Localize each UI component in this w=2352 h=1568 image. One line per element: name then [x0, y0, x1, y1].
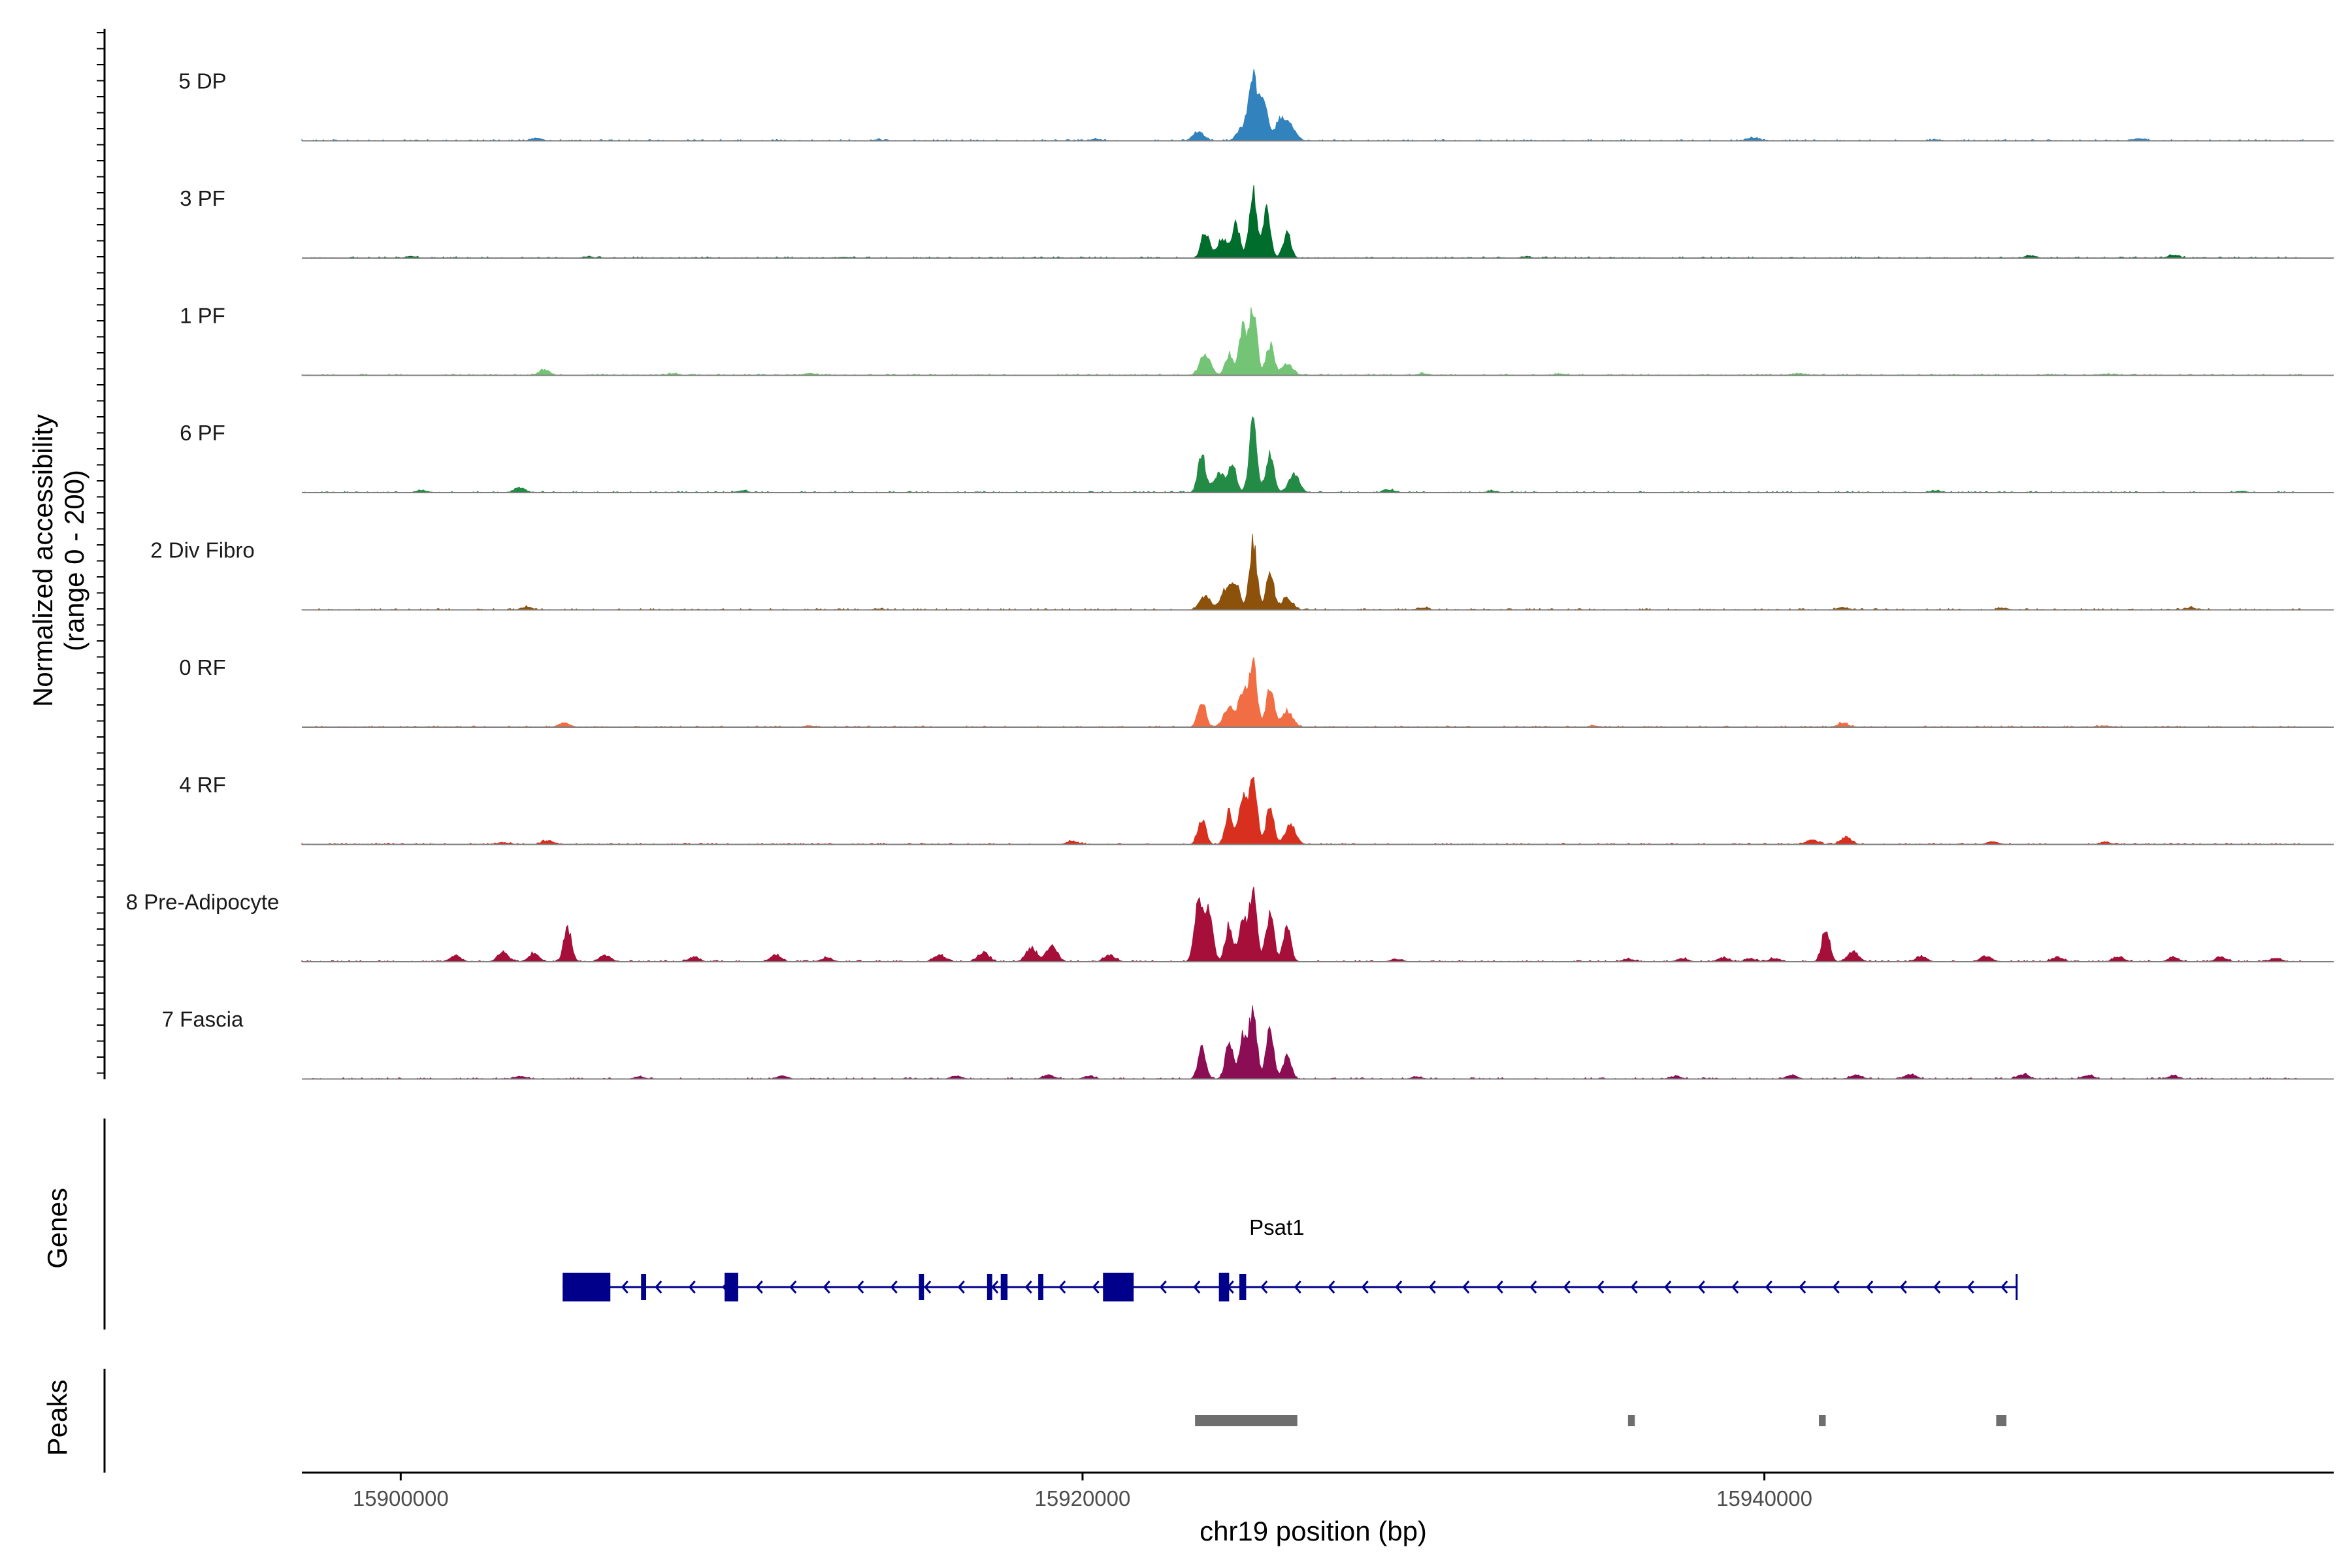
coverage-track: 4 RF [179, 773, 2334, 845]
exon [563, 1273, 611, 1301]
coverage-area [302, 1005, 2303, 1080]
strand-arrow [1563, 1281, 1571, 1294]
strand-arrow [1328, 1281, 1335, 1294]
gene-name: Psat1 [1249, 1215, 1304, 1239]
x-tick-label: 15920000 [1035, 1486, 1131, 1511]
x-tick-label: 15900000 [353, 1486, 449, 1511]
exon [641, 1274, 647, 1300]
exon [1218, 1273, 1230, 1301]
strand-arrow [755, 1281, 763, 1294]
peak-region [1195, 1415, 1298, 1426]
exon [725, 1273, 738, 1301]
exon [1038, 1274, 1043, 1300]
coverage-track: 5 DP [178, 69, 2334, 142]
peak-track [1195, 1415, 2007, 1426]
x-tick-label: 15940000 [1716, 1486, 1812, 1511]
strand-arrow [1967, 1281, 1974, 1294]
gene-model: Psat1 [563, 1215, 2018, 1301]
strand-arrow [1731, 1281, 1739, 1294]
strand-arrow [957, 1281, 965, 1294]
coverage-track: 2 Div Fibro [150, 533, 2334, 611]
strand-arrow [1294, 1281, 1301, 1294]
strand-arrow [924, 1281, 932, 1294]
track-label: 2 Div Fibro [150, 538, 255, 563]
track-label: 5 DP [178, 69, 226, 93]
strand-arrow [655, 1281, 662, 1294]
track-label: 3 PF [180, 186, 225, 210]
peak-region [1819, 1415, 1826, 1426]
coverage-area [301, 69, 2304, 142]
coverage-area [302, 657, 2303, 728]
strand-arrow [1193, 1281, 1201, 1294]
peak-region [1996, 1415, 2007, 1426]
gene-track: Psat1 [563, 1215, 2018, 1301]
exon [919, 1274, 924, 1300]
coverage-track: 8 Pre-Adipocyte [126, 887, 2334, 962]
y-axis-title-range: (range 0 - 200) [59, 470, 90, 651]
exon [987, 1274, 992, 1300]
strand-arrow [2001, 1281, 2008, 1294]
coverage-area [302, 416, 2304, 493]
coverage-track: 7 Fascia [162, 1005, 2334, 1080]
strand-arrow [1597, 1281, 1605, 1294]
strand-arrow [1024, 1281, 1032, 1294]
track-label: 0 RF [179, 655, 226, 679]
strand-arrow [1495, 1281, 1503, 1294]
strand-arrow [1630, 1281, 1638, 1294]
strand-arrow [1866, 1281, 1874, 1294]
exon [1239, 1274, 1247, 1300]
strand-arrow [1058, 1281, 1066, 1294]
strand-arrow [1664, 1281, 1672, 1294]
coverage-track: 3 PF [180, 185, 2334, 259]
strand-arrow [1361, 1281, 1369, 1294]
strand-arrow [1428, 1281, 1436, 1294]
strand-arrow [1462, 1281, 1470, 1294]
exon [1000, 1274, 1008, 1300]
coverage-tracks: 5 DP 3 PF 1 PF 6 PF 2 Div Fibro 0 RF 4 RF 8 Pre… [126, 69, 2334, 1080]
y-axis-title: Normalized accessibility [27, 414, 58, 707]
strand-arrow [1529, 1281, 1537, 1294]
strand-arrow [1395, 1281, 1403, 1294]
strand-arrow [823, 1281, 830, 1294]
strand-arrow [1697, 1281, 1705, 1294]
axes: 15900000 15920000 15940000 [97, 29, 2334, 1511]
coverage-area [301, 307, 2304, 376]
strand-arrow [621, 1281, 629, 1294]
strand-arrow [1799, 1281, 1806, 1294]
strand-arrow [1159, 1281, 1167, 1294]
strand-arrow [1765, 1281, 1772, 1294]
strand-arrow [688, 1281, 696, 1294]
coverage-area [301, 887, 2303, 962]
coverage-area [302, 185, 2303, 259]
track-label: 7 Fascia [162, 1007, 244, 1032]
coverage-area [301, 776, 2304, 845]
track-label: 1 PF [180, 304, 225, 328]
coverage-track: 0 RF [179, 655, 2334, 728]
peaks-axis-title: Peaks [42, 1380, 73, 1456]
track-label: 6 PF [180, 421, 225, 445]
y-axis-title-line1: Normalized accessibility [27, 414, 58, 707]
coverage-track: 6 PF [180, 416, 2334, 493]
exon [1103, 1273, 1134, 1301]
strand-arrow [1260, 1281, 1268, 1294]
strand-arrow [857, 1281, 864, 1294]
genes-axis-title: Genes [42, 1188, 73, 1269]
track-label: 4 RF [179, 773, 226, 797]
peak-region [1627, 1415, 1635, 1426]
strand-arrow [1092, 1281, 1100, 1294]
coverage-area [301, 533, 2303, 611]
strand-arrow [1899, 1281, 1907, 1294]
strand-arrow [890, 1281, 898, 1294]
coverage-track: 1 PF [180, 304, 2334, 376]
strand-arrow [991, 1281, 999, 1294]
strand-arrow [789, 1281, 797, 1294]
track-label: 8 Pre-Adipocyte [126, 890, 280, 914]
strand-arrow [1832, 1281, 1840, 1294]
strand-arrow [1933, 1281, 1941, 1294]
x-axis-title: chr19 position (bp) [1200, 1516, 1427, 1546]
